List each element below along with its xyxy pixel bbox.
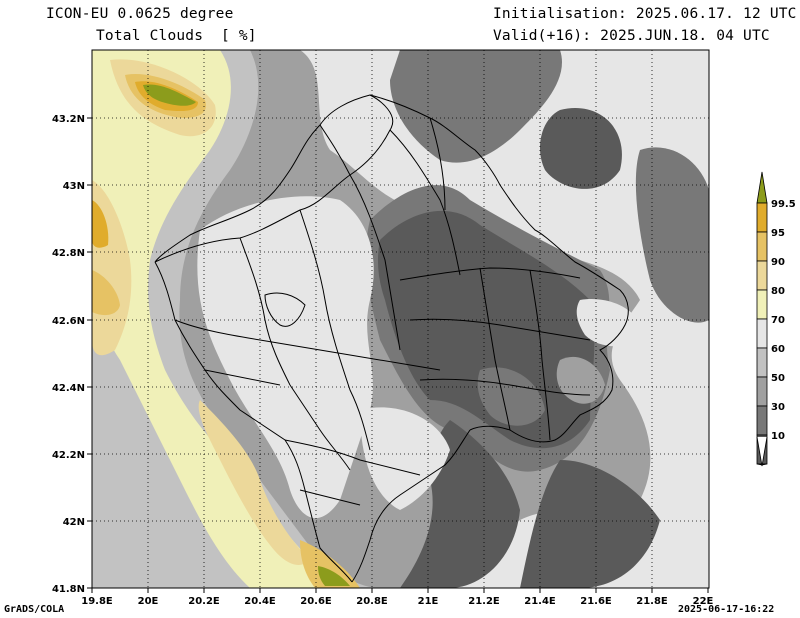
model-title: ICON-EU 0.0625 degree — [46, 6, 234, 22]
cloud-region-orange — [300, 540, 360, 588]
colorbar-label: 80 — [771, 286, 785, 297]
lat-label: 42.2N — [52, 450, 85, 461]
lat-label: 42N — [63, 517, 85, 528]
parameter-title: Total Clouds [ %] — [96, 28, 257, 44]
district-border — [429, 117, 446, 211]
colorbar-segment — [756, 376, 768, 407]
colorbar-segment — [756, 347, 768, 378]
lon-label: 21.8E — [636, 596, 668, 607]
cloud-region-dark-orange — [92, 200, 109, 248]
lon-label: 19.8E — [81, 596, 113, 607]
district-border — [419, 378, 591, 396]
lon-label: 20.6E — [300, 596, 332, 607]
lon-label: 20E — [138, 596, 159, 607]
colorbar-top-arrow — [756, 171, 768, 204]
cloud-region-light — [197, 196, 374, 519]
country-border — [154, 261, 353, 583]
colorbar-label: 99.5 — [771, 199, 796, 210]
colorbar-label: 30 — [771, 402, 785, 413]
colorbar-label: 60 — [771, 344, 785, 355]
colorbar-bottom-arrow — [757, 437, 767, 466]
colorbar-label: 90 — [771, 257, 785, 268]
cloud-region-pale-yellow — [92, 50, 350, 588]
district-border — [349, 174, 401, 351]
colorbar — [756, 171, 768, 467]
cloud-region-darkest — [520, 460, 660, 588]
district-border — [289, 384, 351, 471]
cloud-region-orange — [92, 270, 120, 316]
lon-labels: 19.8E 20E 20.2E 20.4E 20.6E 20.8E 21E 21… — [81, 596, 713, 607]
graticule — [92, 50, 709, 588]
district-border — [284, 439, 421, 476]
colorbar-segment — [756, 260, 768, 291]
lat-label: 41.8N — [52, 584, 85, 595]
colorbar-segment — [756, 289, 768, 320]
country-border — [351, 429, 471, 583]
colorbar-segment — [756, 318, 768, 349]
lat-label: 43N — [63, 181, 85, 192]
colorbar-segment — [756, 231, 768, 262]
lat-label: 42.8N — [52, 248, 85, 259]
district-border — [319, 124, 351, 176]
lon-label: 20.4E — [244, 596, 276, 607]
lat-label: 42.6N — [52, 316, 85, 327]
district-border — [299, 209, 371, 451]
cloud-region-olive — [143, 84, 196, 106]
district-border — [409, 318, 591, 341]
district-border — [204, 369, 281, 386]
colorbar-label: 70 — [771, 315, 785, 326]
valid-time: Valid(+16): 2025.JUN.18. 04 UTC — [493, 28, 770, 44]
lon-label: 22E — [693, 596, 714, 607]
cloud-field — [92, 50, 709, 588]
colorbar-segment — [756, 405, 768, 436]
colorbar-bottom-arrow-outline — [756, 436, 768, 467]
lon-label: 21.6E — [580, 596, 612, 607]
country-border — [369, 94, 629, 443]
plot-frame — [91, 49, 710, 589]
lat-labels: 43.2N 43N 42.8N 42.6N 42.4N 42.2N 42N 41… — [52, 114, 85, 595]
lon-label: 21.4E — [524, 596, 556, 607]
cloud-region-dark-grey — [390, 50, 562, 163]
district-border — [529, 269, 551, 441]
cloud-region-darkest — [400, 420, 520, 588]
cloud-region-dark-grey — [635, 147, 709, 323]
lon-label: 20.2E — [188, 596, 220, 607]
cloud-region-dark-grey — [477, 367, 545, 426]
colorbar-label: 95 — [771, 228, 785, 239]
cloud-region-olive — [318, 566, 350, 586]
district-border — [389, 129, 461, 276]
software-credit: GrADS/COLA — [4, 604, 65, 615]
cloud-region-light — [599, 59, 709, 150]
render-timestamp: 2025-06-17-16:22 — [678, 604, 775, 615]
admin-borders — [154, 94, 629, 583]
lon-label: 21E — [418, 596, 439, 607]
cloud-region-light — [360, 407, 450, 510]
cloud-region-light-yellow — [198, 400, 310, 565]
district-border — [399, 267, 581, 281]
lon-label: 21.2E — [468, 596, 500, 607]
colorbar-label: 10 — [771, 431, 785, 442]
lat-label: 42.4N — [52, 383, 85, 394]
district-border — [264, 292, 306, 327]
colorbar-label: 50 — [771, 373, 785, 384]
lat-label: 43.2N — [52, 114, 85, 125]
colorbar-labels: 99.5 95 90 80 70 60 50 30 10 — [771, 199, 796, 442]
district-border — [174, 319, 441, 371]
cloud-region-mid-grey — [556, 356, 605, 404]
tick-marks — [87, 117, 709, 593]
district-border — [299, 489, 361, 506]
lon-label: 20.8E — [356, 596, 388, 607]
cloud-region-darkest — [540, 108, 622, 189]
colorbar-segment — [756, 202, 768, 233]
init-time: Initialisation: 2025.06.17. 12 UTC — [493, 6, 797, 22]
